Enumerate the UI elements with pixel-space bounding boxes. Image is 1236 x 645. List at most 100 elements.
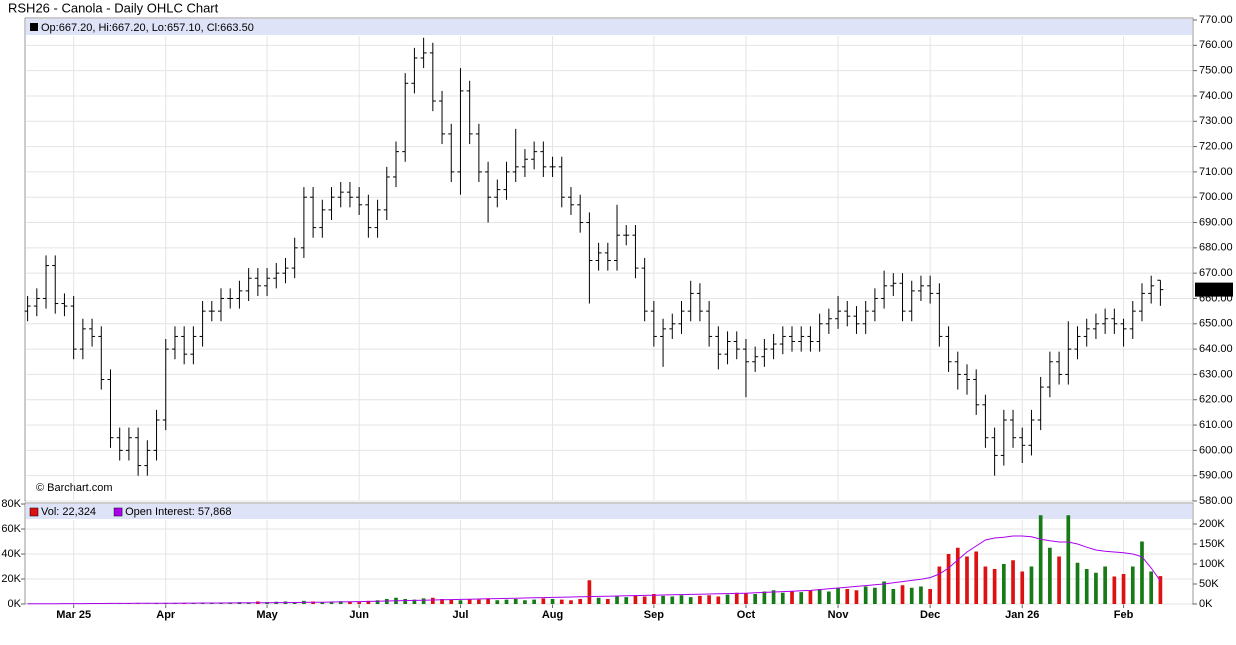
y-tick-label: 60K <box>1 523 21 535</box>
volume-bar <box>1103 566 1107 604</box>
volume-bar <box>827 591 831 604</box>
x-tick-label: Jun <box>349 609 369 621</box>
volume-bar <box>1130 566 1135 604</box>
volume-bar <box>219 603 223 604</box>
volume-bar <box>670 596 675 604</box>
y-tick-label: 770.00 <box>1199 14 1233 26</box>
y-tick-label: 80K <box>1 498 21 510</box>
y-tick-label: 40K <box>1 548 21 560</box>
volume-bar <box>854 590 859 604</box>
legend-swatch <box>29 507 39 517</box>
volume-bar <box>292 602 297 604</box>
volume-bar <box>799 592 804 604</box>
x-tick-label: Feb <box>1114 609 1134 621</box>
volume-bar <box>624 597 629 604</box>
volume-bar <box>633 595 638 604</box>
volume-bar <box>412 599 417 604</box>
y2-tick-label: 100K <box>1199 558 1225 570</box>
volume-bar <box>605 599 610 604</box>
volume-bar <box>587 580 592 604</box>
volume-bar <box>329 601 334 604</box>
x-tick-label: Nov <box>828 609 850 621</box>
volume-bar <box>734 592 739 604</box>
volume-bar <box>504 599 509 604</box>
volume-bar <box>1048 547 1052 604</box>
volume-bar <box>569 600 573 604</box>
price-legend: Op:667.20, Hi:667.20, Lo:657.10, Cl:663.… <box>41 22 254 34</box>
volume-bar <box>679 595 684 604</box>
x-tick-label: Oct <box>737 609 756 621</box>
volume-bar <box>523 600 527 604</box>
y-tick-label: 600.00 <box>1199 444 1233 456</box>
volume-bar <box>338 601 343 604</box>
volume-bar <box>983 566 988 604</box>
volume-bar <box>661 595 665 604</box>
y-tick-label: 690.00 <box>1199 216 1233 228</box>
volume-bar <box>909 587 914 604</box>
volume-bar <box>1038 515 1043 604</box>
volume-bar <box>357 602 361 604</box>
y-tick-label: 760.00 <box>1199 39 1233 51</box>
y-tick-label: 680.00 <box>1199 242 1233 254</box>
volume-bar <box>449 599 454 604</box>
volume-bar <box>1057 556 1061 604</box>
volume-bar <box>596 597 601 604</box>
volume-bar <box>430 597 435 604</box>
volume-bar <box>845 589 850 604</box>
volume-bar <box>771 590 776 604</box>
source-note: © Barchart.com <box>36 482 113 494</box>
volume-bar <box>1121 574 1126 604</box>
volume-legend-bar <box>26 504 1192 519</box>
volume-bar <box>375 600 380 604</box>
y-tick-label: 620.00 <box>1199 394 1233 406</box>
volume-bar <box>863 586 868 604</box>
y-tick-label: 700.00 <box>1199 191 1233 203</box>
volume-bar <box>541 598 546 604</box>
x-tick-label: Sep <box>644 609 664 621</box>
volume-bar <box>817 589 822 604</box>
volume-bar <box>992 569 997 604</box>
volume-bar <box>955 547 960 604</box>
volume-bar <box>1075 562 1080 604</box>
volume-bar <box>348 601 352 604</box>
volume-bar <box>762 591 767 604</box>
volume-bar <box>928 589 932 604</box>
price-legend-bar <box>26 19 1192 35</box>
price-panel-frame <box>24 17 1194 502</box>
volume-bar <box>1084 569 1089 604</box>
volume-bar <box>974 551 979 604</box>
y-tick-label: 630.00 <box>1199 368 1233 380</box>
volume-bar <box>688 597 693 604</box>
open-interest-line <box>27 535 1161 605</box>
x-tick-label: May <box>256 609 278 621</box>
volume-bar <box>550 599 555 604</box>
x-tick-label: Jan 26 <box>1005 609 1039 621</box>
volume-bar <box>725 594 730 604</box>
y-tick-label: 710.00 <box>1199 166 1233 178</box>
y-tick-label: 670.00 <box>1199 267 1233 279</box>
y2-tick-label: 200K <box>1199 518 1225 530</box>
volume-bar <box>707 595 711 604</box>
y-tick-label: 750.00 <box>1199 65 1233 77</box>
volume-bar <box>1011 560 1015 604</box>
volume-bar <box>191 603 196 604</box>
x-tick-label: Dec <box>920 609 940 621</box>
y-tick-label: 20K <box>1 573 21 585</box>
x-tick-label: Aug <box>542 609 563 621</box>
x-tick-label: Mar 25 <box>56 609 91 621</box>
volume-bar <box>1140 541 1144 604</box>
volume-bar <box>421 598 426 604</box>
legend-label: Vol: 22,324 <box>41 506 96 518</box>
volume-bar <box>780 592 785 604</box>
chart-title: RSH26 - Canola - Daily OHLC Chart <box>8 0 219 15</box>
volume-bar <box>1112 576 1117 604</box>
volume-bar <box>440 599 444 604</box>
volume-bar <box>578 599 583 604</box>
volume-bar <box>458 600 463 604</box>
x-tick-label: Apr <box>156 609 176 621</box>
volume-bar <box>403 599 408 604</box>
volume-bar <box>366 600 371 604</box>
volume-bar <box>808 590 813 604</box>
price-legend-swatch <box>30 23 38 31</box>
